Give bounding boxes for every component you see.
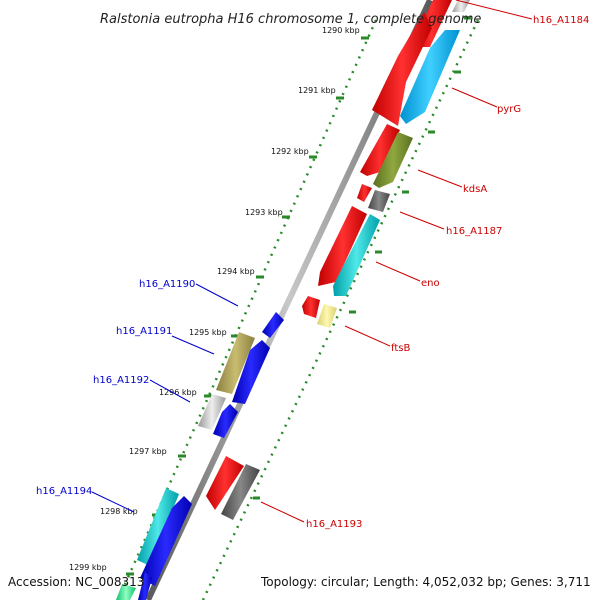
leader-lines <box>91 0 533 523</box>
map-title: Ralstonia eutropha H16 chromosome 1, com… <box>100 12 481 27</box>
gene-h16_A1191[interactable] <box>232 340 270 404</box>
label-h16_A1191[interactable]: h16_A1191 <box>116 326 172 337</box>
gene-h16_A1194[interactable] <box>140 496 192 586</box>
label-kdsA[interactable]: kdsA <box>463 184 487 195</box>
gene-eno[interactable] <box>333 214 380 296</box>
inner-dotted-guide <box>201 19 480 600</box>
tick-label: 1293 kbp <box>245 208 283 217</box>
label-h16_A1193[interactable]: h16_A1193 <box>306 519 362 530</box>
tick-label: 1298 kbp <box>100 507 138 516</box>
gene-bottom-blue[interactable] <box>138 572 152 600</box>
gene-h16_A1192-silver[interactable] <box>198 394 226 430</box>
label-eno[interactable]: eno <box>421 278 440 289</box>
gene-ftsB[interactable] <box>317 304 337 328</box>
gene-h16_A1187[interactable] <box>368 190 390 212</box>
tick-label: 1297 kbp <box>129 447 167 456</box>
gene-red-small[interactable] <box>357 184 372 202</box>
inner-ticks <box>253 16 471 500</box>
label-h16_A1194[interactable]: h16_A1194 <box>36 486 92 497</box>
gene-h16_A1194-cyan[interactable] <box>137 488 179 566</box>
gene-red-1193[interactable] <box>206 456 244 510</box>
label-ftsB[interactable]: ftsB <box>391 343 410 354</box>
gene-pyrG[interactable] <box>400 30 460 124</box>
label-h16_A1190[interactable]: h16_A1190 <box>139 279 195 290</box>
tick-label: 1291 kbp <box>298 86 336 95</box>
genome-summary-text: Topology: circular; Length: 4,052,032 bp… <box>260 575 591 589</box>
label-pyrG[interactable]: pyrG <box>497 104 521 115</box>
gene-red-eno-pair[interactable] <box>318 206 367 286</box>
label-h16_A1184[interactable]: h16_A1184 <box>533 15 589 26</box>
gene-h16_A1193[interactable] <box>221 464 260 520</box>
gene-kdsA[interactable] <box>373 132 413 188</box>
tick-label: 1294 kbp <box>217 267 255 276</box>
gene-red-ftsB-pair[interactable] <box>302 296 320 318</box>
label-h16_A1187[interactable]: h16_A1187 <box>446 226 502 237</box>
tick-label: 1299 kbp <box>69 563 107 572</box>
tick-label: 1290 kbp <box>322 26 360 35</box>
gene-h16_A1192[interactable] <box>213 404 238 438</box>
tick-label: 1296 kbp <box>159 388 197 397</box>
accession-text: Accession: NC_008313 <box>8 575 144 589</box>
gene-red-1186[interactable] <box>360 124 400 176</box>
tick-label: 1292 kbp <box>271 147 309 156</box>
gene-h16_A1190[interactable] <box>262 312 284 338</box>
gene-h16_A1191-khaki[interactable] <box>216 332 255 394</box>
gene-bottom-mint[interactable] <box>116 584 136 600</box>
tick-label: 1295 kbp <box>189 328 227 337</box>
label-h16_A1192[interactable]: h16_A1192 <box>93 375 149 386</box>
gene-red-1185[interactable] <box>372 12 432 126</box>
